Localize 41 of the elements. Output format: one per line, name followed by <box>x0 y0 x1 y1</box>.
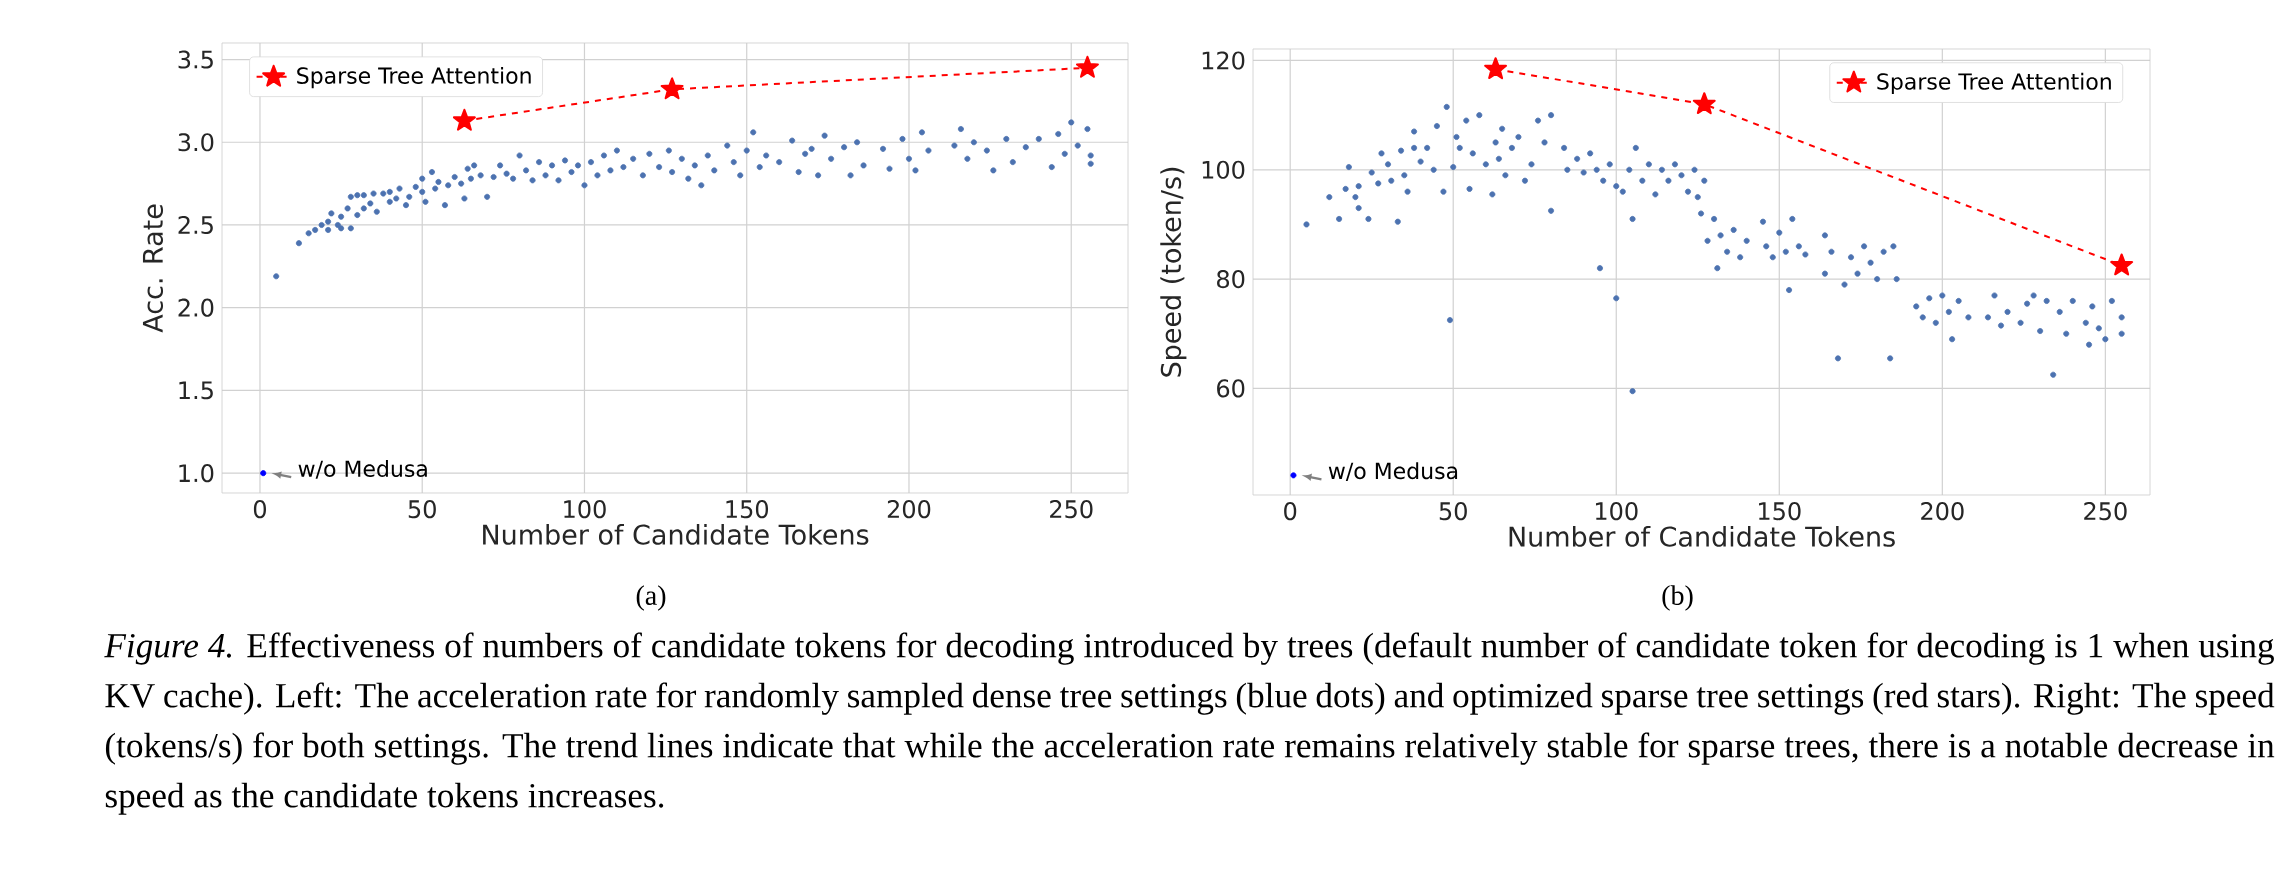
y-tick-label: 60 <box>1217 379 1245 398</box>
annotation: w/o Medusa <box>298 459 427 479</box>
y-tick-label: 120 <box>1202 51 1245 70</box>
text: (b) <box>1662 585 1693 611</box>
x-tick-label: 0 <box>253 500 267 519</box>
x-tick-label: 100 <box>1595 502 1638 521</box>
x-tick-label: 100 <box>564 500 606 519</box>
y-tick-label: 1.0 <box>179 464 214 483</box>
point <box>1290 472 1297 479</box>
y-tick-label: 80 <box>1217 270 1245 289</box>
x-tick-label: 200 <box>887 500 931 519</box>
x-tick-label: 150 <box>726 500 769 519</box>
point <box>1692 92 1716 115</box>
y-tick-label: 100 <box>1202 160 1245 179</box>
x-axis-title: Number of Candidate Tokens <box>1509 525 1895 547</box>
x-tick-label: 50 <box>1439 502 1467 521</box>
y-tick-label: 3.0 <box>178 133 214 152</box>
text: Figure 4. Effectiveness of numbers of candidate tokens for decoding introduced by trees (default number of candidate token for decoding is 1 when using KV cache). Left: The acceleration rate for randomly sampled dense tree settings (blue dots) and optimized sparse tree settings (red stars). Right: The speed (tokens/s) for both settings. The trend lines indicate that while the acceleration rate remains relatively stable for sparse trees, there is a notable decrease in speed as the candidate tokens increases. <box>104 632 2275 815</box>
point <box>660 77 684 100</box>
point <box>1484 57 1508 80</box>
x-tick-label: 250 <box>1050 500 1093 519</box>
text: (a) <box>636 585 666 611</box>
x-axis-title: Number of Candidate Tokens <box>483 523 869 545</box>
x-tick-label: 250 <box>2084 502 2127 521</box>
y-axis-title: Speed (token/s) <box>1160 167 1187 377</box>
x-tick-label: 200 <box>1921 502 1964 521</box>
y-tick-label: 3.5 <box>178 50 213 69</box>
x-tick-label: 50 <box>408 500 436 519</box>
y-tick-label: 2.0 <box>178 298 214 317</box>
point <box>452 108 476 131</box>
point <box>260 470 267 477</box>
y-tick-label: 2.5 <box>178 215 213 235</box>
annotation: w/o Medusa <box>1328 462 1458 481</box>
y-tick-label: 1.5 <box>179 381 213 400</box>
y-axis-title: Acc. Rate <box>142 204 164 333</box>
x-tick-label: 0 <box>1284 502 1297 521</box>
x-tick-label: 150 <box>1759 502 1801 521</box>
legend-label: Sparse Tree Attention <box>297 66 531 89</box>
legend-label: Sparse Tree Attention <box>1877 72 2111 95</box>
point <box>1075 55 1099 78</box>
point <box>2110 253 2134 276</box>
